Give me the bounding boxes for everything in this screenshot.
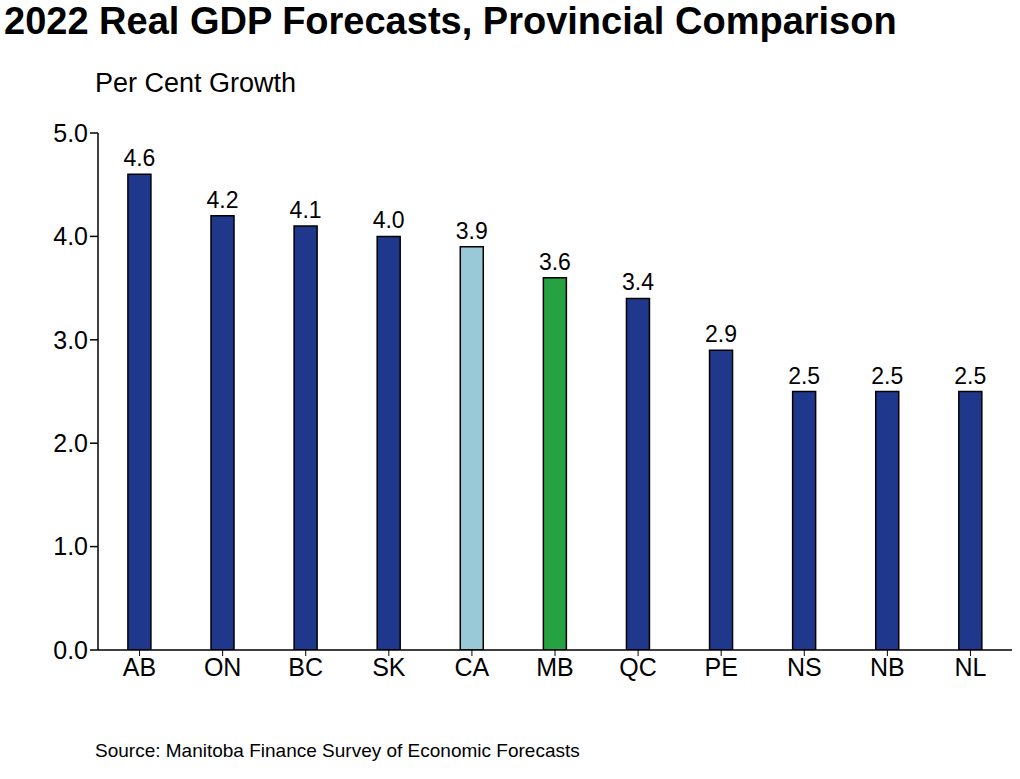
svg-text:2.9: 2.9 — [705, 321, 737, 347]
svg-text:QC: QC — [619, 653, 657, 681]
svg-text:5.0: 5.0 — [53, 119, 88, 147]
svg-text:2.5: 2.5 — [788, 363, 820, 389]
html-text:Per Cent Growth: Per Cent Growth — [95, 68, 297, 98]
svg-text:ON: ON — [204, 653, 242, 681]
svg-text:NB: NB — [870, 653, 905, 681]
svg-text:2.5: 2.5 — [954, 363, 986, 389]
svg-text:4.0: 4.0 — [53, 222, 88, 250]
svg-text:2.0: 2.0 — [53, 429, 88, 457]
html-text:2022 Real GDP Forecasts, Provi: 2022 Real GDP Forecasts, Provincial Comp… — [4, 0, 897, 42]
svg-text:3.9: 3.9 — [456, 218, 488, 244]
svg-text:BC: BC — [288, 653, 323, 681]
svg-text:NS: NS — [787, 653, 822, 681]
svg-text:CA: CA — [455, 653, 490, 681]
svg-text:4.6: 4.6 — [123, 145, 155, 171]
svg-text:MB: MB — [536, 653, 574, 681]
svg-text:4.0: 4.0 — [373, 207, 405, 233]
svg-text:1.0: 1.0 — [53, 532, 88, 560]
svg-text:SK: SK — [372, 653, 406, 681]
svg-text:NL: NL — [954, 653, 986, 681]
html-text:Source: Manitoba Finance Surve: Source: Manitoba Finance Survey of Econo… — [95, 740, 580, 761]
svg-text:AB: AB — [123, 653, 156, 681]
svg-text:3.4: 3.4 — [622, 269, 654, 295]
svg-text:3.6: 3.6 — [539, 249, 571, 275]
svg-text:4.1: 4.1 — [290, 197, 322, 223]
svg-text:2.5: 2.5 — [871, 363, 903, 389]
svg-text:PE: PE — [705, 653, 738, 681]
svg-text:4.2: 4.2 — [207, 187, 239, 213]
svg-text:3.0: 3.0 — [53, 326, 88, 354]
svg-text:0.0: 0.0 — [53, 636, 88, 664]
